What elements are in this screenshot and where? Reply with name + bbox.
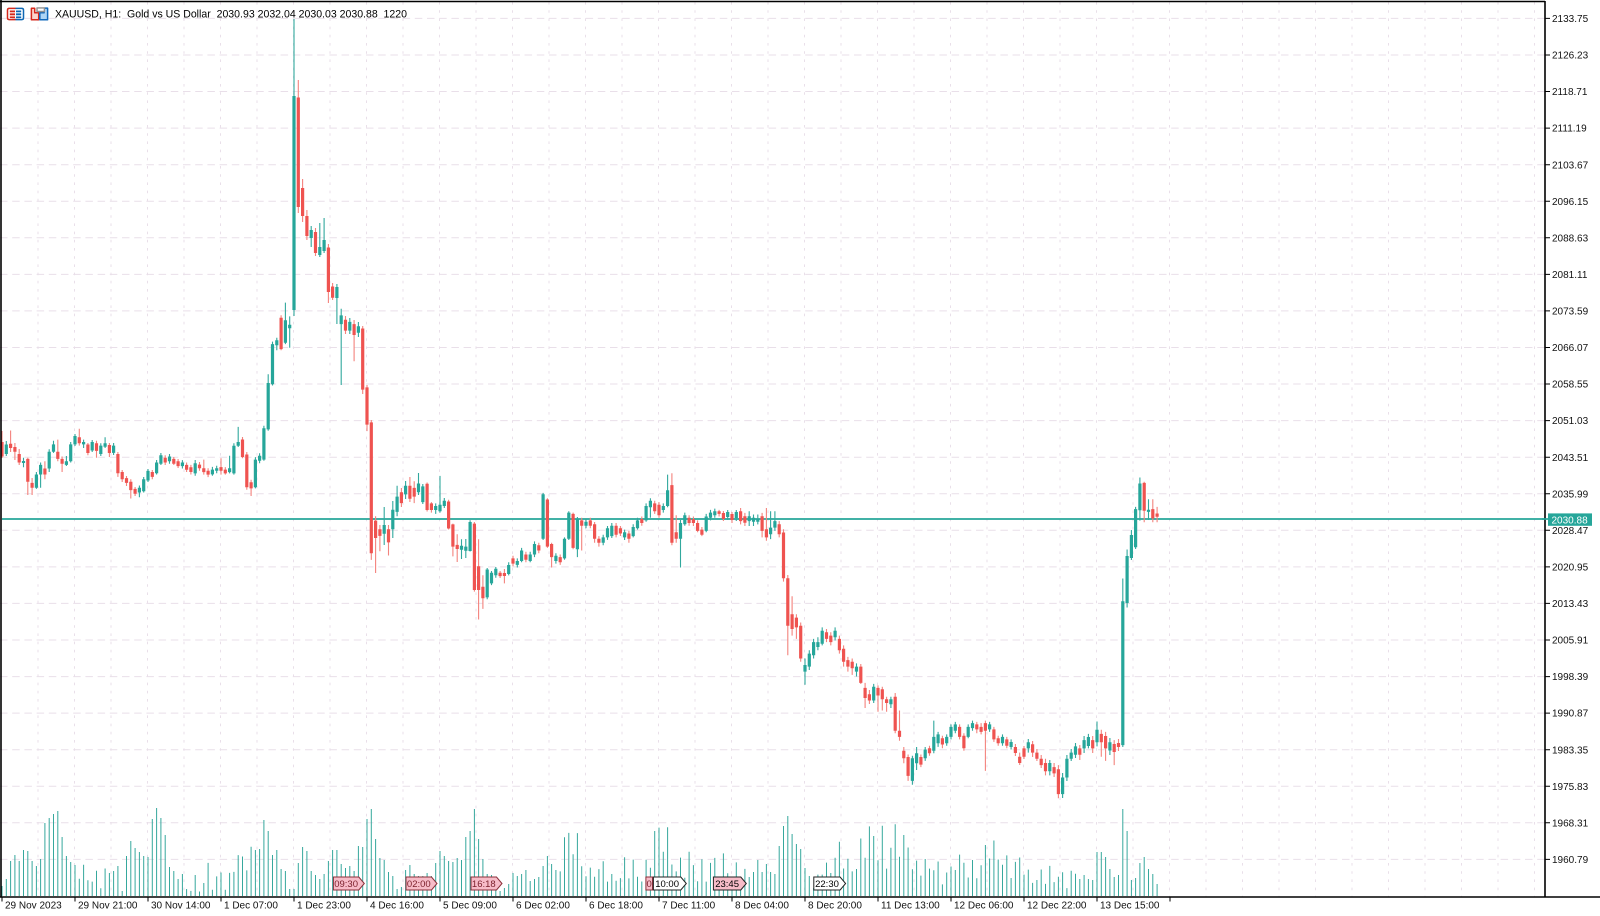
svg-text:0: 0 <box>647 879 652 890</box>
svg-text:1 Dec 07:00: 1 Dec 07:00 <box>224 901 278 912</box>
svg-text:8 Dec 04:00: 8 Dec 04:00 <box>735 901 789 912</box>
svg-text:5 Dec 09:00: 5 Dec 09:00 <box>443 901 497 912</box>
svg-text:6 Dec 18:00: 6 Dec 18:00 <box>589 901 643 912</box>
svg-text:2035.99: 2035.99 <box>1552 489 1589 500</box>
svg-text:13 Dec 15:00: 13 Dec 15:00 <box>1100 901 1160 912</box>
svg-text:2096.15: 2096.15 <box>1552 197 1589 208</box>
svg-text:XAUUSD, H1: Gold vs US Dollar: XAUUSD, H1: Gold vs US Dollar 2030.93 20… <box>55 9 407 21</box>
svg-text:30 Nov 14:00: 30 Nov 14:00 <box>151 901 211 912</box>
svg-text:2058.55: 2058.55 <box>1552 380 1589 391</box>
svg-text:12 Dec 06:00: 12 Dec 06:00 <box>954 901 1014 912</box>
svg-text:12 Dec 22:00: 12 Dec 22:00 <box>1027 901 1087 912</box>
svg-text:2020.95: 2020.95 <box>1552 563 1589 574</box>
svg-text:29 Nov 2023: 29 Nov 2023 <box>5 901 62 912</box>
svg-text:2088.63: 2088.63 <box>1552 233 1589 244</box>
svg-text:1975.83: 1975.83 <box>1552 782 1589 793</box>
svg-text:2013.43: 2013.43 <box>1552 599 1589 610</box>
svg-text:1998.39: 1998.39 <box>1552 672 1589 683</box>
svg-text:2028.47: 2028.47 <box>1552 526 1589 537</box>
svg-text:2133.75: 2133.75 <box>1552 14 1589 25</box>
svg-text:6 Dec 02:00: 6 Dec 02:00 <box>516 901 570 912</box>
svg-text:29 Nov 21:00: 29 Nov 21:00 <box>78 901 138 912</box>
svg-text:2030.88: 2030.88 <box>1552 515 1589 526</box>
svg-text:10:00: 10:00 <box>655 879 679 890</box>
svg-text:2103.67: 2103.67 <box>1552 160 1589 171</box>
svg-text:7 Dec 11:00: 7 Dec 11:00 <box>662 901 716 912</box>
svg-text:2126.23: 2126.23 <box>1552 51 1589 62</box>
svg-text:2051.03: 2051.03 <box>1552 416 1589 427</box>
svg-text:2066.07: 2066.07 <box>1552 343 1589 354</box>
svg-text:2118.71: 2118.71 <box>1552 87 1588 98</box>
svg-text:1960.79: 1960.79 <box>1552 855 1589 866</box>
svg-text:22:30: 22:30 <box>815 879 839 890</box>
svg-text:1983.35: 1983.35 <box>1552 745 1589 756</box>
svg-text:1 Dec 23:00: 1 Dec 23:00 <box>297 901 351 912</box>
svg-text:8 Dec 20:00: 8 Dec 20:00 <box>808 901 862 912</box>
svg-text:02:00: 02:00 <box>407 879 431 890</box>
svg-text:2081.11: 2081.11 <box>1552 270 1588 281</box>
svg-text:2043.51: 2043.51 <box>1552 453 1589 464</box>
svg-text:2111.19: 2111.19 <box>1552 124 1587 135</box>
svg-text:23:45: 23:45 <box>715 879 739 890</box>
svg-text:2073.59: 2073.59 <box>1552 307 1589 318</box>
svg-text:1968.31: 1968.31 <box>1552 818 1589 829</box>
svg-text:16:18: 16:18 <box>472 879 496 890</box>
svg-text:11 Dec 13:00: 11 Dec 13:00 <box>881 901 940 912</box>
svg-text:1990.87: 1990.87 <box>1552 709 1589 720</box>
svg-text:4 Dec 16:00: 4 Dec 16:00 <box>370 901 424 912</box>
svg-text:2005.91: 2005.91 <box>1552 636 1589 647</box>
svg-text:09:30: 09:30 <box>334 879 358 890</box>
